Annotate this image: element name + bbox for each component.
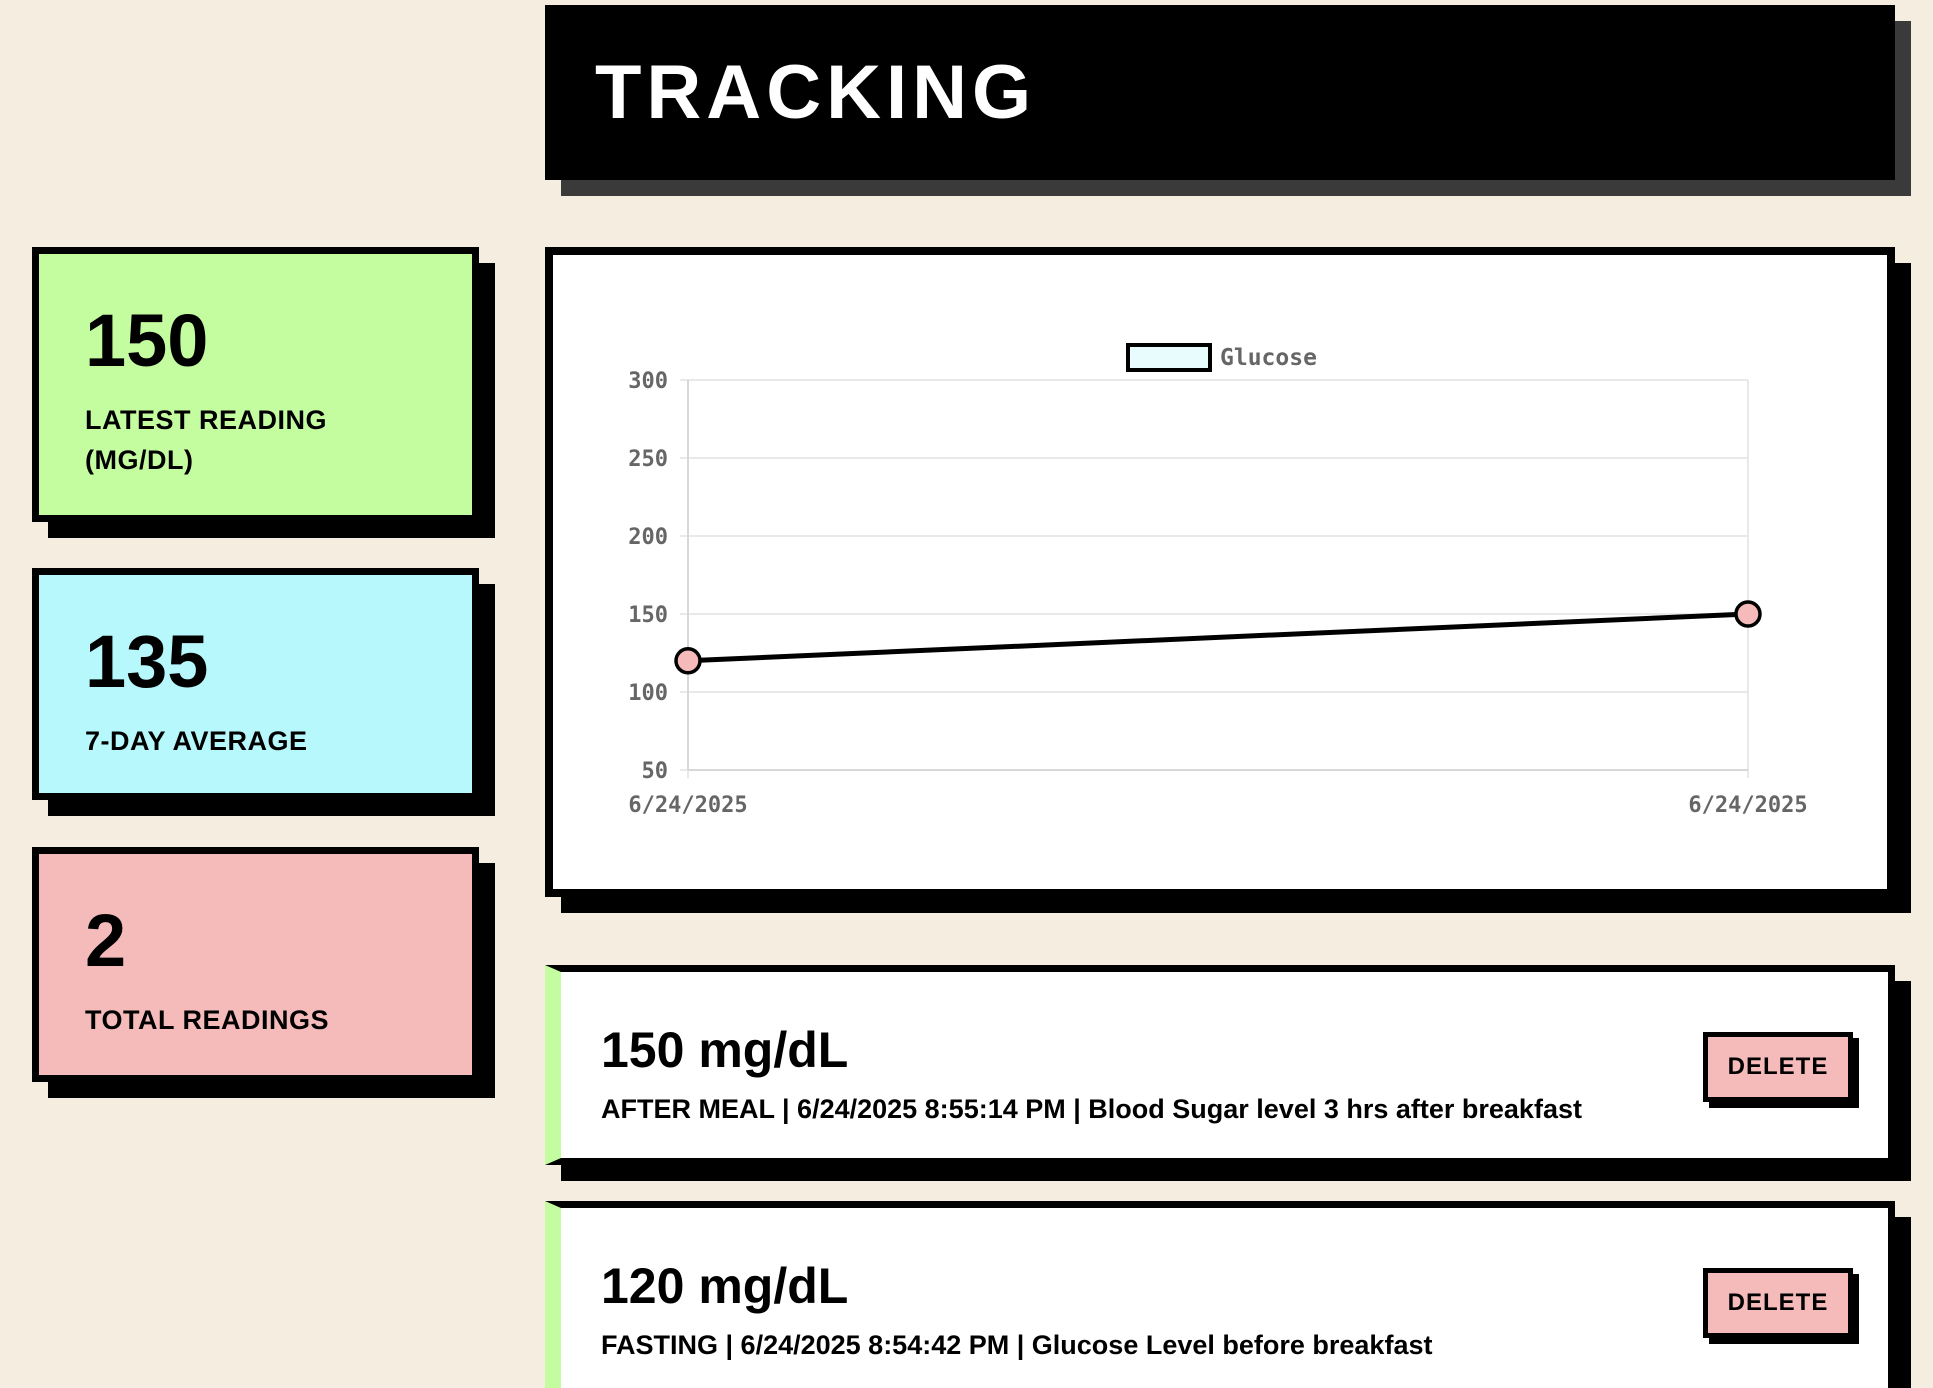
- legend-label: Glucose: [1220, 345, 1317, 371]
- reading-details: FASTING | 6/24/2025 8:54:42 PM | Glucose…: [601, 1330, 1433, 1360]
- stat-card-seven-day-average: 135 7-DAY AVERAGE: [32, 568, 479, 800]
- average-label: 7-DAY AVERAGE: [85, 726, 308, 756]
- y-tick-label: 250: [628, 447, 668, 472]
- glucose-chart: Glucose 50 100 150 200 250 300 6/24/2025 6/24/20…: [628, 343, 1808, 818]
- reading-details: AFTER MEAL | 6/24/2025 8:55:14 PM | Bloo…: [601, 1094, 1582, 1124]
- y-tick-label: 300: [628, 369, 668, 394]
- y-tick-label: 150: [628, 603, 668, 628]
- reading-amount: 150 mg/dL: [601, 1022, 849, 1078]
- x-tick-label: 6/24/2025: [628, 793, 747, 818]
- total-readings-label: TOTAL READINGS: [85, 1005, 330, 1035]
- glucose-chart-panel: Glucose 50 100 150 200 250 300 6/24/2025 6/24/20…: [545, 247, 1895, 897]
- reading-amount: 120 mg/dL: [601, 1258, 849, 1314]
- latest-reading-label: LATEST READING (MG/DL): [85, 405, 327, 475]
- stat-card-total-readings: 2 TOTAL READINGS: [32, 847, 479, 1082]
- latest-reading-value: 150: [85, 299, 209, 382]
- glucose-data-point: [1734, 600, 1762, 628]
- page-title: TRACKING: [595, 50, 1037, 135]
- x-tick-label: 6/24/2025: [1688, 793, 1807, 818]
- glucose-series-line: [687, 611, 1749, 664]
- total-readings-value: 2: [85, 899, 127, 982]
- delete-reading-button[interactable]: DELETE: [1703, 1032, 1853, 1102]
- stat-card-latest-reading: 150 LATEST READING (MG/DL): [32, 247, 479, 522]
- delete-reading-button[interactable]: DELETE: [1703, 1268, 1853, 1338]
- page-header: TRACKING: [545, 5, 1895, 180]
- y-tick-label: 50: [642, 759, 669, 784]
- y-tick-label: 200: [628, 525, 668, 550]
- legend-swatch: [1126, 343, 1212, 372]
- reading-item: 120 mg/dL FASTING | 6/24/2025 8:54:42 PM…: [545, 1201, 1895, 1388]
- glucose-data-point: [674, 647, 702, 675]
- average-value: 135: [85, 620, 209, 703]
- reading-item: 150 mg/dL AFTER MEAL | 6/24/2025 8:55:14…: [545, 965, 1895, 1165]
- y-tick-label: 100: [628, 681, 668, 706]
